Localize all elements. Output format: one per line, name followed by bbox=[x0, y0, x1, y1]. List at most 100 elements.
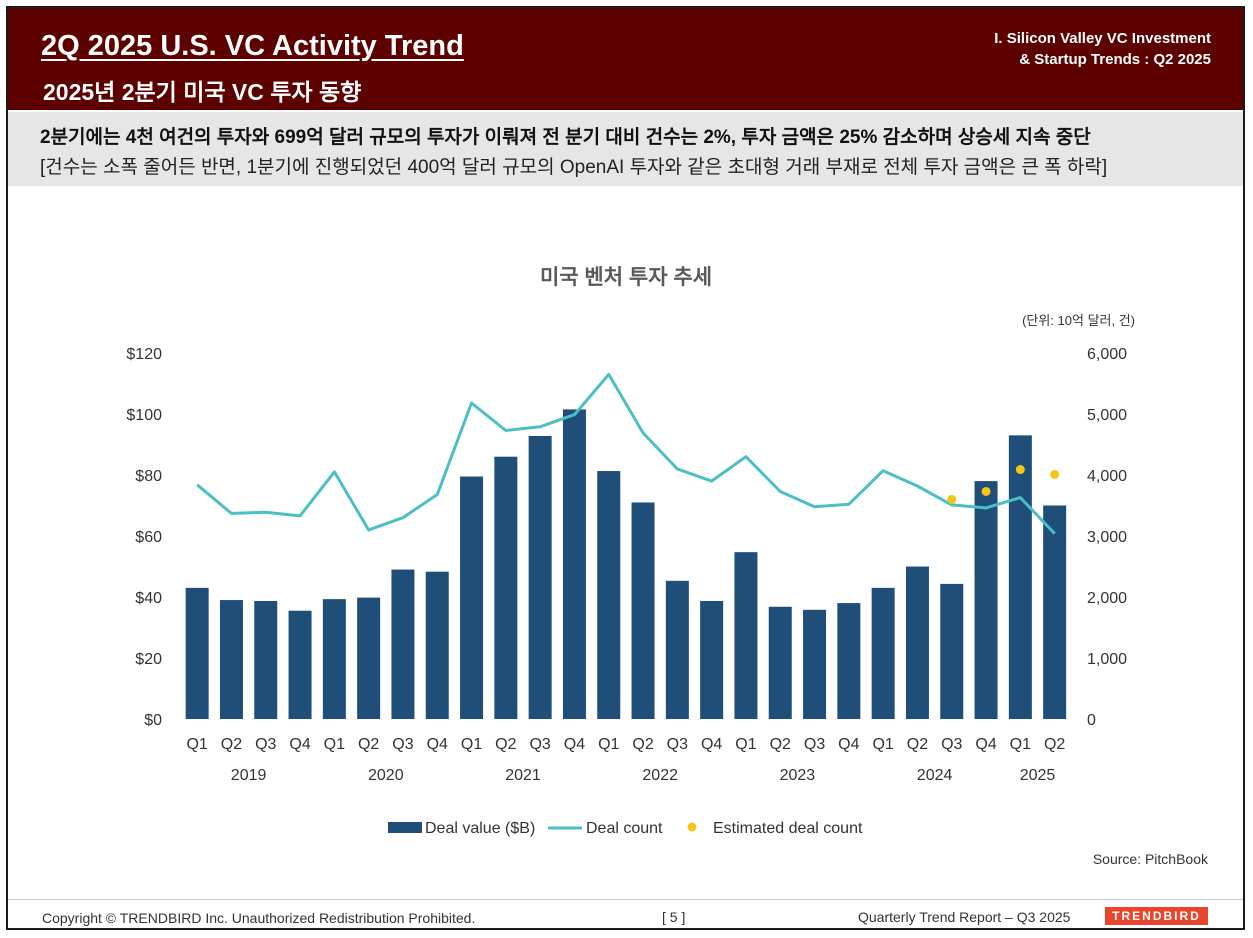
x-year-label: 2020 bbox=[368, 767, 404, 784]
x-year-label: 2023 bbox=[780, 767, 816, 784]
x-tick-label: Q3 bbox=[804, 736, 825, 753]
summary-detail: [건수는 소폭 줄어든 반면, 1분기에 진행되었던 400억 달러 규모의 O… bbox=[40, 157, 1108, 178]
y-right-tick-label: 1,000 bbox=[1087, 651, 1127, 668]
x-tick-label: Q1 bbox=[735, 736, 756, 753]
deal-value-bar bbox=[494, 456, 518, 719]
y-right-tick-label: 3,000 bbox=[1087, 529, 1127, 546]
deal-value-bar bbox=[425, 571, 449, 719]
x-tick-label: Q2 bbox=[358, 736, 379, 753]
y-left-tick-label: $0 bbox=[144, 712, 162, 729]
legend-label-deal-value: Deal value ($B) bbox=[425, 820, 535, 837]
deal-value-bar bbox=[905, 566, 929, 719]
estimated-deal-count-point bbox=[1015, 465, 1025, 475]
x-tick-label: Q2 bbox=[907, 736, 928, 753]
deal-value-bar bbox=[734, 552, 758, 719]
x-year-label: 2025 bbox=[1020, 767, 1056, 784]
footer-divider bbox=[8, 899, 1243, 900]
deal-count-line bbox=[196, 372, 1056, 535]
legend-label-deal-count: Deal count bbox=[586, 820, 663, 837]
y-right-tick-label: 4,000 bbox=[1087, 468, 1127, 485]
y-right-tick-label: 5,000 bbox=[1087, 407, 1127, 424]
x-tick-label: Q2 bbox=[221, 736, 242, 753]
copyright-text: Copyright © TRENDBIRD Inc. Unauthorized … bbox=[42, 910, 476, 926]
deal-value-bar bbox=[597, 471, 621, 719]
x-tick-label: Q3 bbox=[529, 736, 550, 753]
x-tick-label: Q1 bbox=[461, 736, 482, 753]
x-tick-label: Q3 bbox=[255, 736, 276, 753]
summary-headline: 2분기에는 4천 여건의 투자와 699억 달러 규모의 투자가 이뤄져 전 분… bbox=[40, 127, 1091, 148]
y-right-tick-label: 6,000 bbox=[1087, 346, 1127, 363]
deal-value-bar bbox=[562, 409, 586, 719]
deal-value-bar bbox=[185, 587, 209, 719]
legend-dot-swatch bbox=[687, 822, 697, 832]
x-tick-label: Q2 bbox=[495, 736, 516, 753]
x-tick-label: Q4 bbox=[564, 736, 585, 753]
section-label: I. Silicon Valley VC Investment & Startu… bbox=[994, 28, 1211, 70]
x-tick-label: Q2 bbox=[632, 736, 653, 753]
x-year-label: 2024 bbox=[917, 767, 953, 784]
y-left-tick-label: $40 bbox=[135, 590, 162, 607]
x-tick-label: Q1 bbox=[872, 736, 893, 753]
deal-value-bar bbox=[357, 597, 381, 719]
deal-value-bar bbox=[803, 609, 827, 719]
x-tick-label: Q1 bbox=[324, 736, 345, 753]
y-right-tick-label: 0 bbox=[1087, 712, 1096, 729]
deal-value-bar bbox=[768, 606, 792, 719]
x-year-label: 2021 bbox=[505, 767, 541, 784]
x-year-label: 2019 bbox=[231, 767, 267, 784]
estimated-deal-count-point bbox=[981, 486, 991, 496]
estimated-deal-count-point bbox=[1050, 469, 1060, 479]
deal-value-bar bbox=[665, 580, 689, 719]
x-year-label: 2022 bbox=[642, 767, 678, 784]
x-tick-label: Q4 bbox=[289, 736, 310, 753]
header-banner: 2Q 2025 U.S. VC Activity Trend 2025년 2분기… bbox=[8, 8, 1243, 110]
deal-value-bar bbox=[940, 583, 964, 719]
deal-value-bar bbox=[871, 587, 895, 719]
x-tick-label: Q1 bbox=[186, 736, 207, 753]
deal-value-bar bbox=[528, 435, 552, 719]
x-tick-label: Q4 bbox=[701, 736, 722, 753]
page-title: 2Q 2025 U.S. VC Activity Trend bbox=[41, 30, 464, 62]
page-subtitle: 2025년 2분기 미국 VC 투자 동향 bbox=[43, 79, 362, 105]
legend-label-estimated: Estimated deal count bbox=[713, 820, 863, 837]
chart-unit-note: (단위: 10억 달러, 건) bbox=[1022, 313, 1135, 328]
deal-value-bar bbox=[700, 600, 724, 719]
x-tick-label: Q4 bbox=[427, 736, 448, 753]
chart-title: 미국 벤처 투자 추세 bbox=[540, 266, 712, 289]
page-number: [ 5 ] bbox=[662, 909, 686, 925]
x-tick-label: Q4 bbox=[838, 736, 859, 753]
section-label-line1: I. Silicon Valley VC Investment bbox=[994, 30, 1211, 47]
y-right-tick-label: 2,000 bbox=[1087, 590, 1127, 607]
summary-box: 2분기에는 4천 여건의 투자와 699억 달러 규모의 투자가 이뤄져 전 분… bbox=[8, 112, 1243, 186]
x-tick-label: Q1 bbox=[598, 736, 619, 753]
x-tick-label: Q2 bbox=[1044, 736, 1065, 753]
report-name: Quarterly Trend Report – Q3 2025 bbox=[858, 909, 1071, 925]
estimated-deal-count-point bbox=[947, 494, 957, 504]
y-left-tick-label: $20 bbox=[135, 651, 162, 668]
x-tick-label: Q2 bbox=[770, 736, 791, 753]
deal-value-bar bbox=[1008, 435, 1032, 719]
deal-value-bar bbox=[1043, 505, 1067, 719]
deal-value-bar bbox=[391, 569, 415, 719]
deal-value-bar bbox=[288, 610, 312, 719]
deal-value-bar bbox=[322, 599, 346, 719]
y-left-tick-label: $80 bbox=[135, 468, 162, 485]
x-tick-label: Q4 bbox=[975, 736, 996, 753]
x-tick-label: Q3 bbox=[941, 736, 962, 753]
deal-value-bar bbox=[837, 603, 861, 719]
deal-value-bar bbox=[219, 600, 243, 719]
y-left-tick-label: $60 bbox=[135, 529, 162, 546]
deal-value-bar bbox=[254, 600, 278, 719]
section-label-line2: & Startup Trends : Q2 2025 bbox=[1019, 51, 1211, 68]
deal-value-bar bbox=[460, 476, 484, 719]
y-left-tick-label: $100 bbox=[126, 407, 162, 424]
trendbird-logo: TRENDBIRD bbox=[1105, 907, 1208, 925]
legend-bar-swatch bbox=[388, 822, 422, 833]
deal-value-bar bbox=[631, 502, 655, 719]
x-tick-label: Q3 bbox=[667, 736, 688, 753]
y-left-tick-label: $120 bbox=[126, 346, 162, 363]
deal-value-bar bbox=[974, 481, 998, 719]
x-tick-label: Q1 bbox=[1010, 736, 1031, 753]
chart-source: Source: PitchBook bbox=[1093, 851, 1209, 867]
